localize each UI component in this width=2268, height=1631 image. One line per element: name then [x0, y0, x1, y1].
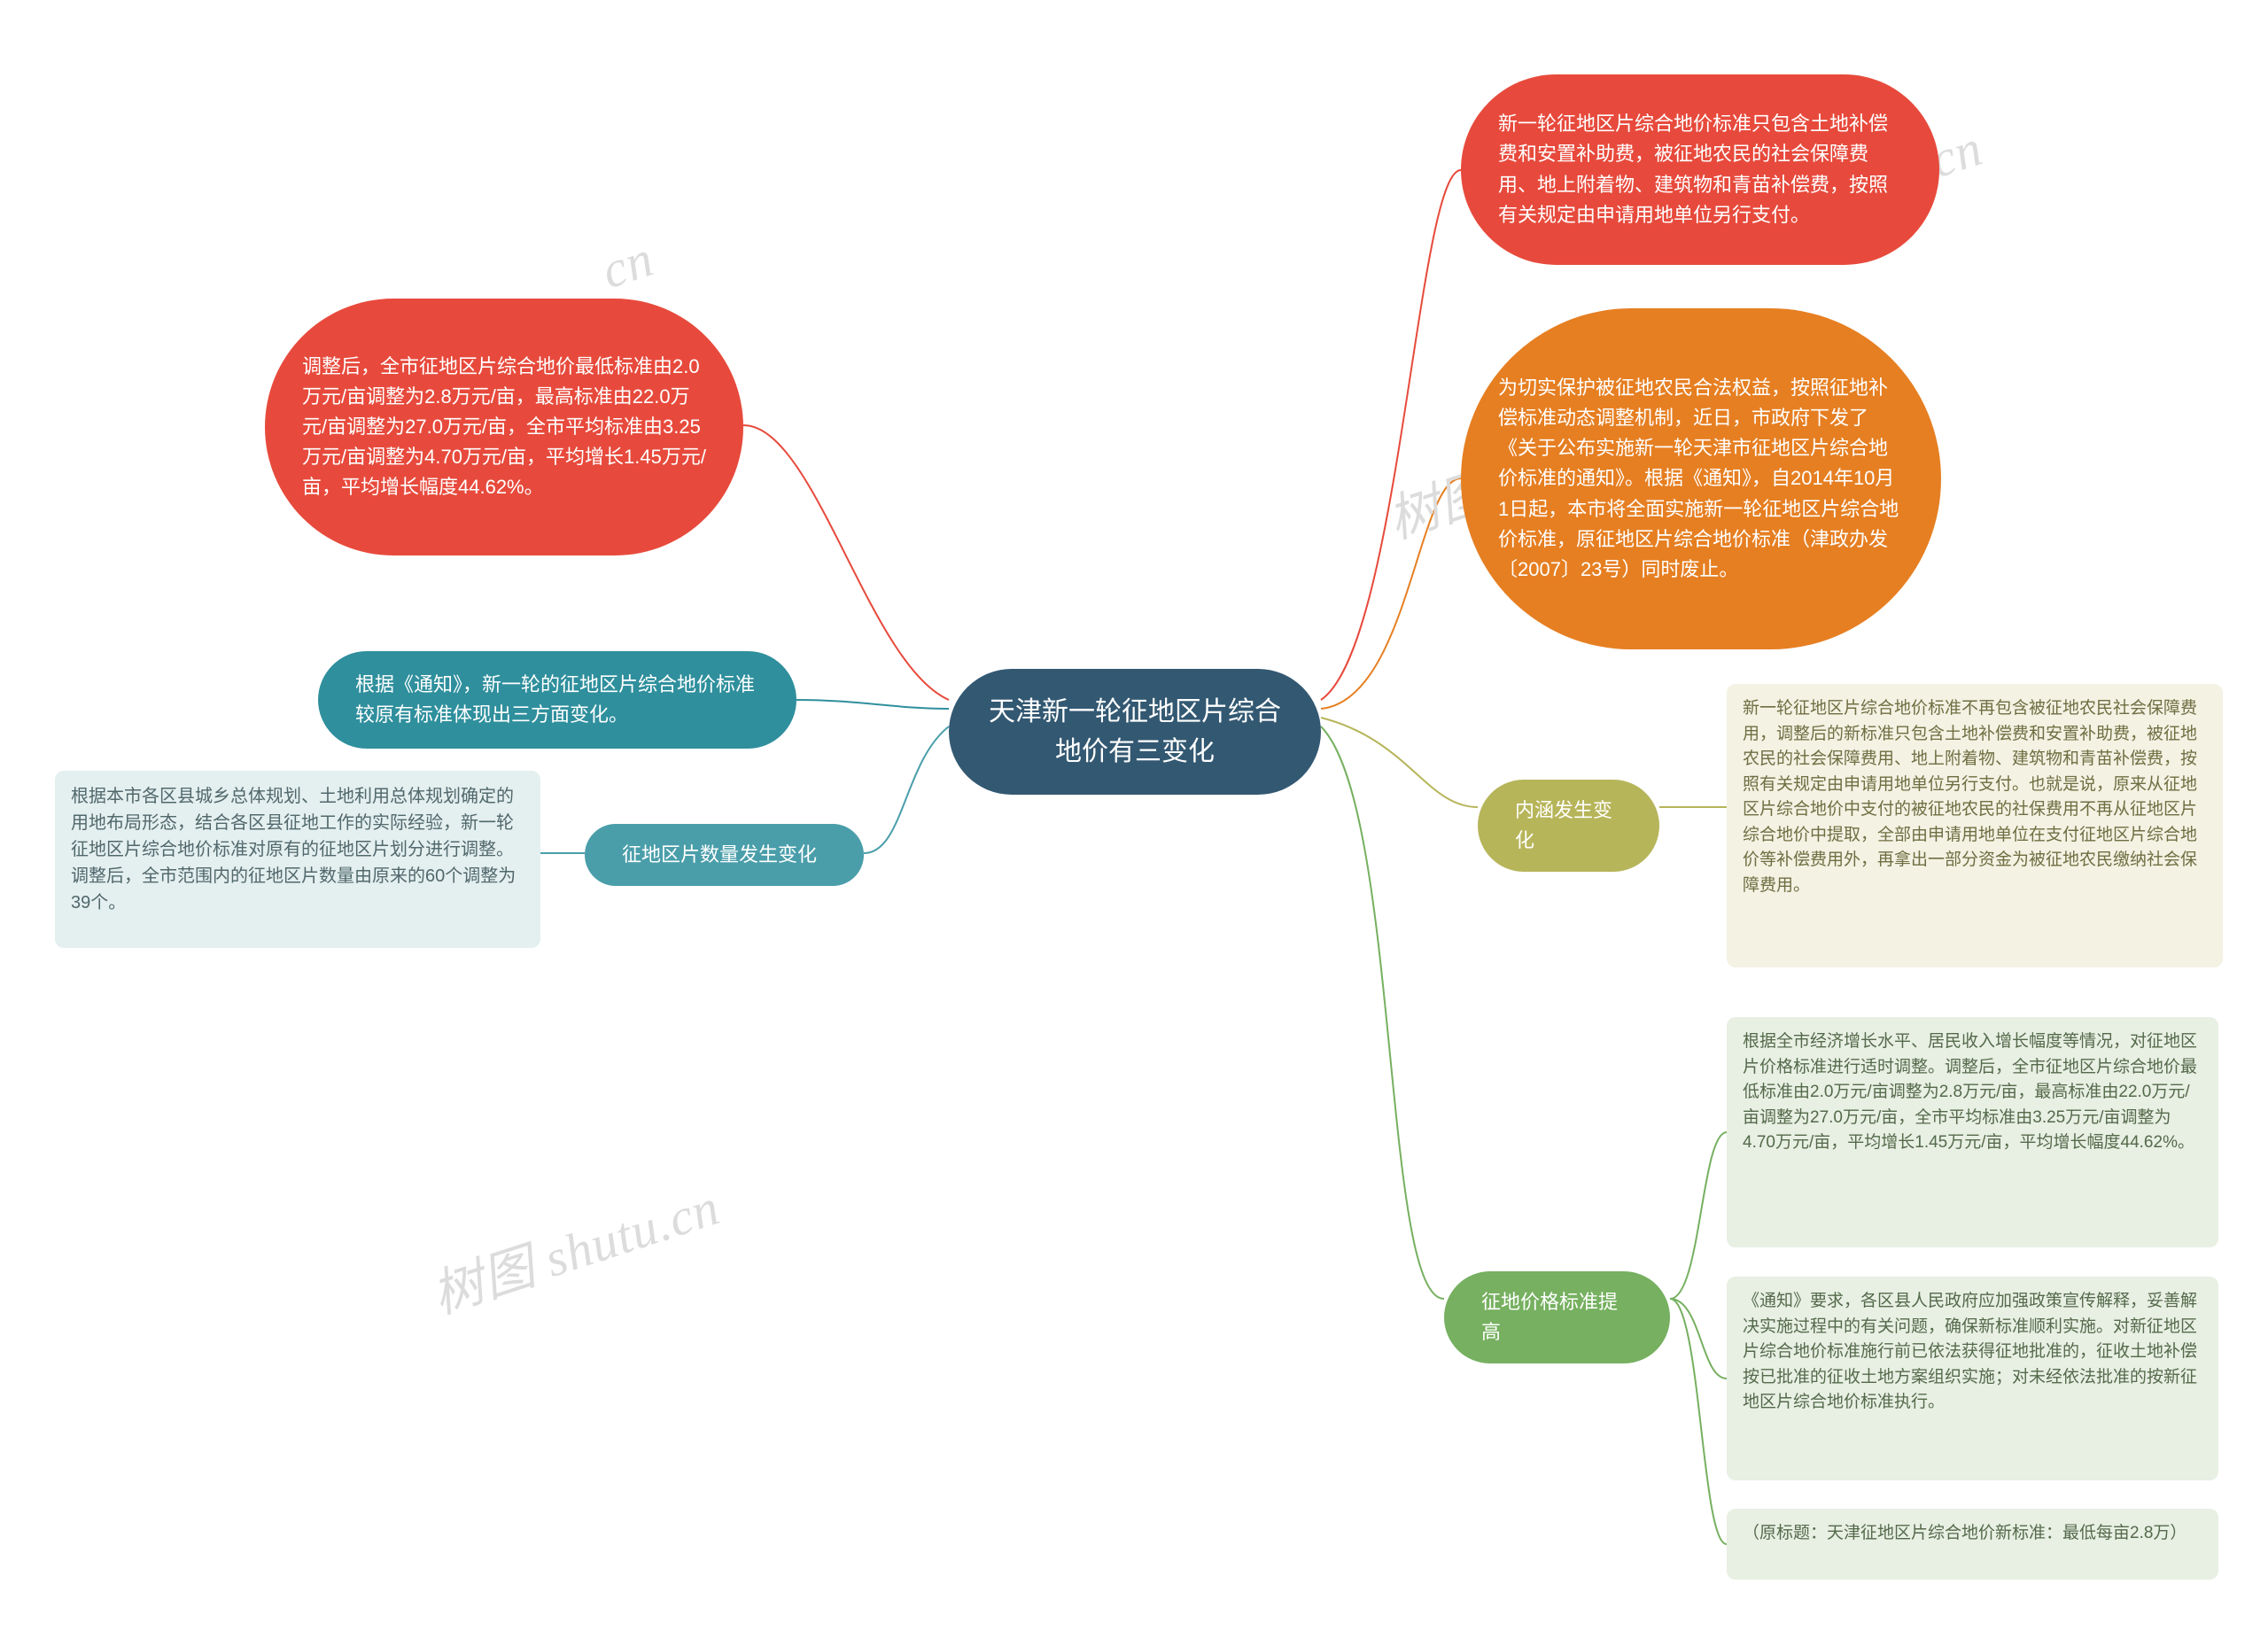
node-red_top_right: 新一轮征地区片综合地价标准只包含土地补偿费和安置补助费，被征地农民的社会保障费用… [1461, 74, 1939, 265]
node-green_leaf3: （原标题：天津征地区片综合地价新标准：最低每亩2.8万） [1727, 1509, 2218, 1580]
connector-10 [864, 726, 949, 853]
connector-5 [1670, 1132, 1727, 1299]
connector-7 [1670, 1299, 1727, 1544]
node-red_left: 调整后，全市征地区片综合地价最低标准由2.0万元/亩调整为2.8万元/亩，最高标… [265, 299, 743, 555]
connector-4 [1321, 726, 1444, 1299]
connector-9 [796, 700, 949, 709]
node-green_branch: 征地价格标准提高 [1444, 1271, 1670, 1363]
node-yellowgreen_branch: 内涵发生变化 [1478, 780, 1659, 872]
connector-2 [1321, 718, 1478, 807]
node-orange_right: 为切实保护被征地农民合法权益，按照征地补偿标准动态调整机制，近日，市政府下发了《… [1461, 308, 1941, 649]
node-teal_left: 根据《通知》，新一轮的征地区片综合地价标准较原有标准体现出三方面变化。 [318, 651, 796, 749]
node-green_leaf2: 《通知》要求，各区县人民政府应加强政策宣传解释，妥善解决实施过程中的有关问题，确… [1727, 1277, 2218, 1480]
node-teal_branch: 征地区片数量发生变化 [585, 824, 864, 886]
connector-0 [1321, 170, 1461, 700]
node-yellowgreen_leaf: 新一轮征地区片综合地价标准不再包含被征地农民社会保障费用，调整后的新标准只包含土… [1727, 684, 2223, 967]
node-green_leaf1: 根据全市经济增长水平、居民收入增长幅度等情况，对征地区片价格标准进行适时调整。调… [1727, 1017, 2218, 1247]
watermark-1: cn [594, 229, 661, 300]
connector-1 [1321, 478, 1461, 709]
node-teal_leaf: 根据本市各区县城乡总体规划、土地利用总体规划确定的用地布局形态，结合各区县征地工… [55, 771, 540, 948]
connector-6 [1670, 1299, 1727, 1379]
watermark-3: 树图 shutu.cn [421, 1165, 727, 1328]
center-node: 天津新一轮征地区片综合地价有三变化 [949, 669, 1321, 795]
